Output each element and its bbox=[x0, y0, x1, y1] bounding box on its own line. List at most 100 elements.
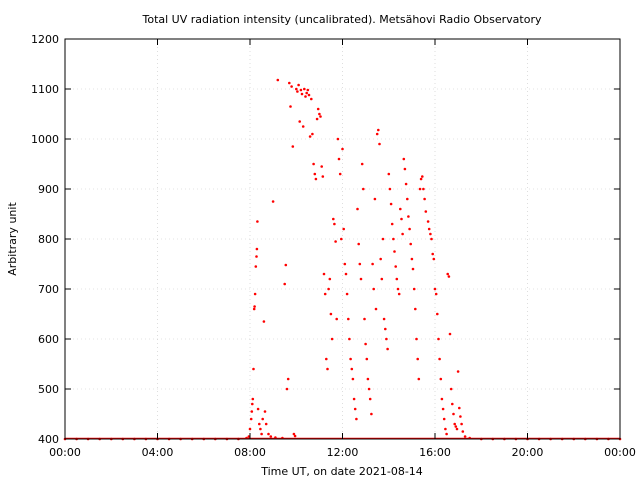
data-point bbox=[248, 427, 252, 431]
data-point bbox=[264, 422, 268, 426]
data-point bbox=[449, 387, 453, 391]
data-point bbox=[350, 367, 354, 371]
data-point bbox=[318, 112, 321, 116]
data-point bbox=[434, 292, 438, 296]
y-tick-label: 700 bbox=[38, 283, 59, 296]
data-point bbox=[409, 242, 413, 246]
data-point bbox=[256, 220, 259, 223]
data-point bbox=[406, 197, 409, 201]
data-point bbox=[338, 172, 342, 176]
chart-title: Total UV radiation intensity (uncalibrat… bbox=[142, 13, 542, 26]
data-point bbox=[295, 87, 298, 91]
data-point bbox=[385, 337, 388, 341]
data-point bbox=[263, 410, 267, 413]
data-point bbox=[461, 430, 465, 433]
data-point bbox=[447, 275, 451, 278]
data-point bbox=[396, 287, 400, 291]
data-point bbox=[390, 222, 394, 226]
x-tick-label: 00:00 bbox=[604, 446, 636, 459]
data-point bbox=[316, 107, 320, 111]
data-point bbox=[301, 125, 305, 128]
data-point bbox=[256, 407, 260, 411]
data-point bbox=[258, 422, 261, 426]
data-point bbox=[344, 272, 348, 276]
data-point bbox=[352, 397, 356, 401]
data-point bbox=[401, 232, 404, 236]
data-point bbox=[371, 262, 374, 266]
data-point bbox=[276, 78, 280, 82]
data-point bbox=[372, 287, 376, 291]
y-tick-label: 900 bbox=[38, 183, 59, 196]
data-point bbox=[444, 427, 447, 431]
data-point bbox=[249, 417, 253, 421]
data-point bbox=[410, 257, 414, 261]
data-point bbox=[319, 115, 322, 118]
data-point bbox=[414, 307, 417, 311]
data-point bbox=[323, 292, 327, 296]
data-point bbox=[412, 287, 416, 291]
data-point bbox=[421, 175, 424, 178]
data-point bbox=[321, 175, 325, 178]
data-point bbox=[418, 187, 422, 191]
data-point bbox=[389, 202, 393, 206]
data-point bbox=[333, 222, 336, 226]
data-point bbox=[330, 337, 334, 341]
data-point bbox=[253, 292, 257, 296]
x-tick-label: 20:00 bbox=[512, 446, 544, 459]
axes: 400 500 600 700 800 900 1000 1100 1200 00:00 04:00… bbox=[31, 33, 636, 459]
data-point bbox=[451, 402, 454, 406]
data-point bbox=[366, 377, 370, 381]
data-point bbox=[298, 120, 302, 123]
data-point bbox=[253, 305, 256, 308]
data-point bbox=[345, 292, 349, 296]
data-point bbox=[255, 255, 258, 258]
data-point bbox=[353, 407, 357, 411]
data-point bbox=[380, 277, 384, 281]
data-point bbox=[283, 282, 287, 286]
data-point bbox=[403, 167, 407, 171]
data-point bbox=[252, 307, 256, 311]
data-point bbox=[290, 85, 293, 88]
data-point bbox=[360, 162, 364, 166]
data-point bbox=[373, 197, 377, 201]
data-point bbox=[322, 272, 326, 276]
data-point bbox=[429, 232, 432, 236]
data-point bbox=[416, 357, 420, 361]
data-point bbox=[336, 137, 340, 141]
data-point bbox=[261, 417, 265, 421]
data-point bbox=[288, 81, 291, 85]
data-point bbox=[299, 88, 303, 92]
data-point bbox=[269, 435, 273, 438]
data-point bbox=[271, 200, 275, 203]
data-point bbox=[452, 412, 455, 416]
data-point bbox=[441, 407, 445, 411]
data-point bbox=[357, 242, 361, 246]
data-point bbox=[341, 147, 344, 151]
data-point bbox=[430, 237, 433, 241]
data-point bbox=[327, 287, 330, 291]
data-point bbox=[254, 265, 258, 268]
data-point bbox=[439, 377, 443, 381]
data-point bbox=[320, 165, 324, 168]
data-point bbox=[359, 277, 363, 281]
data-point bbox=[337, 157, 341, 161]
data-point bbox=[355, 417, 358, 421]
data-point bbox=[329, 312, 333, 316]
data-point bbox=[431, 252, 435, 256]
data-point bbox=[255, 247, 259, 251]
data-point bbox=[297, 83, 300, 87]
data-point bbox=[260, 432, 263, 436]
x-tick-label: 08:00 bbox=[234, 446, 266, 459]
data-point bbox=[251, 397, 255, 401]
x-tick-label: 12:00 bbox=[327, 446, 359, 459]
data-point bbox=[367, 387, 371, 391]
data-point bbox=[296, 90, 299, 93]
data-point bbox=[438, 357, 441, 361]
data-point bbox=[379, 257, 383, 261]
x-tick-label: 00:00 bbox=[49, 446, 81, 459]
data-point bbox=[262, 320, 266, 323]
data-point bbox=[340, 237, 343, 241]
y-tick-label: 1000 bbox=[31, 133, 59, 146]
data-point bbox=[289, 105, 292, 108]
data-point bbox=[415, 337, 418, 341]
